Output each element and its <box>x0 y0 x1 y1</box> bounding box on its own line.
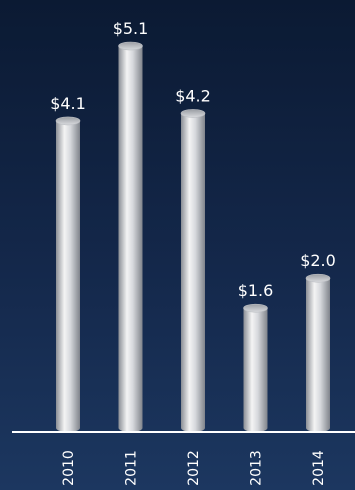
data-label-2012: $4.2 <box>175 86 211 105</box>
bar-base <box>118 424 143 432</box>
bar-body <box>243 308 268 428</box>
x-tick-label-2011: 2011 <box>124 450 140 486</box>
bar-body <box>56 120 80 428</box>
bar-base <box>306 424 330 432</box>
data-label-2011: $5.1 <box>113 19 149 38</box>
x-axis-ticks: 2010 2011 2012 2013 2014 <box>61 450 327 486</box>
x-tick-label-2012: 2012 <box>186 450 202 486</box>
bar-cap <box>55 116 81 126</box>
bar-base <box>56 424 80 432</box>
x-tick-label-2014: 2014 <box>311 450 327 486</box>
bar-2012 <box>180 109 206 432</box>
bars-group: $4.1 $5.1 $4.2 $1.6 $2.0 <box>50 19 336 432</box>
data-label-2013: $1.6 <box>238 281 274 300</box>
data-label-2010: $4.1 <box>50 94 86 113</box>
bar-cap <box>118 41 143 51</box>
bar-cap <box>243 303 268 313</box>
bar-2014 <box>305 273 331 432</box>
bar-body <box>306 278 330 428</box>
x-tick-label-2010: 2010 <box>61 450 77 486</box>
bar-2011 <box>118 41 143 432</box>
bar-cap <box>305 273 331 283</box>
bar-body <box>118 46 143 428</box>
bar-base <box>181 424 205 432</box>
bar-body <box>181 113 205 428</box>
bar-cap <box>180 109 206 118</box>
data-label-2014: $2.0 <box>300 251 336 270</box>
bar-base <box>243 424 268 432</box>
bar-2010 <box>55 116 81 432</box>
bar-2013 <box>243 303 268 432</box>
x-tick-label-2013: 2013 <box>249 450 265 486</box>
